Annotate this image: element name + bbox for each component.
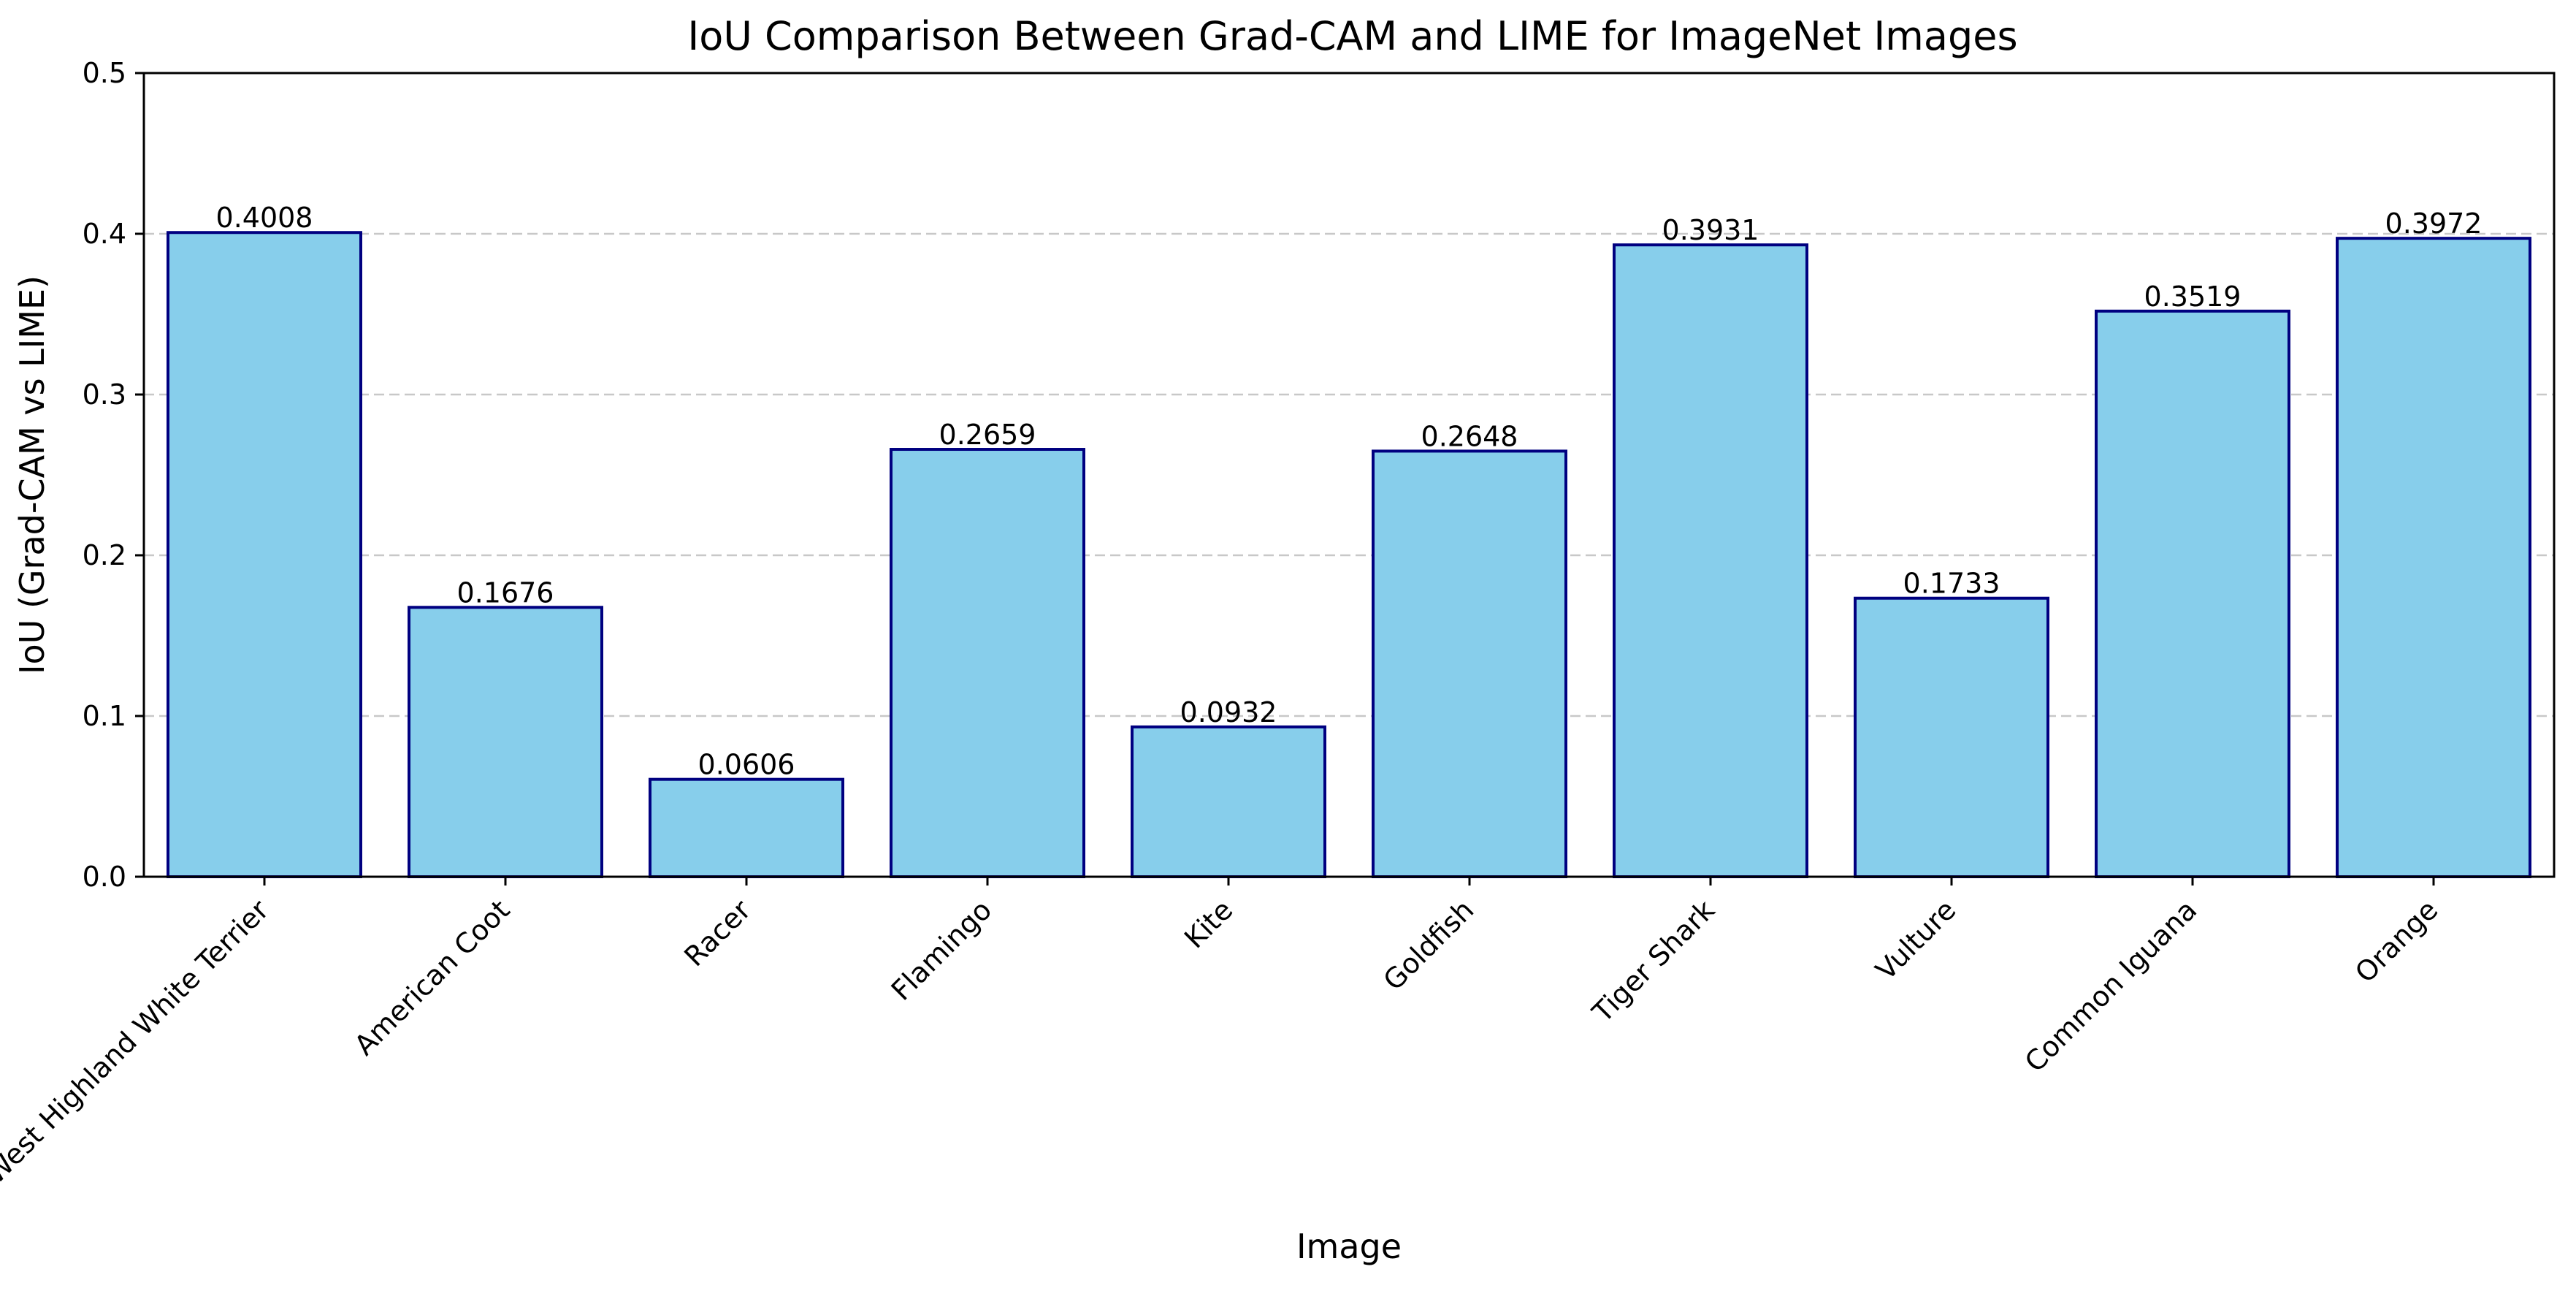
- bar-value-label: 0.2648: [1421, 420, 1518, 452]
- bar-value-label: 0.3931: [1662, 214, 1759, 246]
- bar: [1613, 243, 1808, 878]
- bar: [1854, 596, 2049, 878]
- y-tick-label: 0.3: [83, 378, 126, 411]
- y-tick-label: 0.4: [83, 218, 126, 250]
- bar-value-label: 0.3972: [2385, 207, 2483, 240]
- y-tick-label: 0.2: [83, 539, 126, 571]
- y-tick-label: 0.0: [83, 861, 126, 893]
- bar: [167, 231, 362, 878]
- bar: [649, 777, 844, 879]
- bar: [2336, 237, 2531, 879]
- y-tick-label: 0.1: [83, 700, 126, 732]
- bar: [2095, 309, 2290, 878]
- plot-area-frame: [142, 72, 2556, 878]
- value-labels: 0.4008 0.1676 0.0606 0.2659 0.0932 0.2648 0.39…: [216, 202, 2483, 780]
- bar: [408, 606, 603, 879]
- y-axis-label: IoU (Grad-CAM vs LIME): [12, 275, 52, 674]
- bar-value-label: 0.4008: [216, 202, 313, 234]
- x-axis-label: Image: [1296, 1227, 1402, 1266]
- bar-value-label: 0.2659: [939, 419, 1036, 451]
- bar-value-label: 0.0606: [698, 749, 795, 781]
- chart-title: IoU Comparison Between Grad-CAM and LIME…: [687, 13, 2017, 59]
- bar-value-label: 0.1676: [457, 576, 554, 609]
- bar-value-label: 0.1733: [1903, 568, 2000, 600]
- y-tick-label: 0.5: [83, 57, 126, 89]
- bar: [1131, 725, 1326, 879]
- bar-value-label: 0.0932: [1180, 696, 1277, 728]
- bar: [890, 448, 1085, 878]
- bar-value-label: 0.3519: [2144, 281, 2241, 313]
- y-axis: 0.0 0.1 0.2 0.3 0.4 0.5: [83, 57, 144, 893]
- bar: [1372, 449, 1567, 878]
